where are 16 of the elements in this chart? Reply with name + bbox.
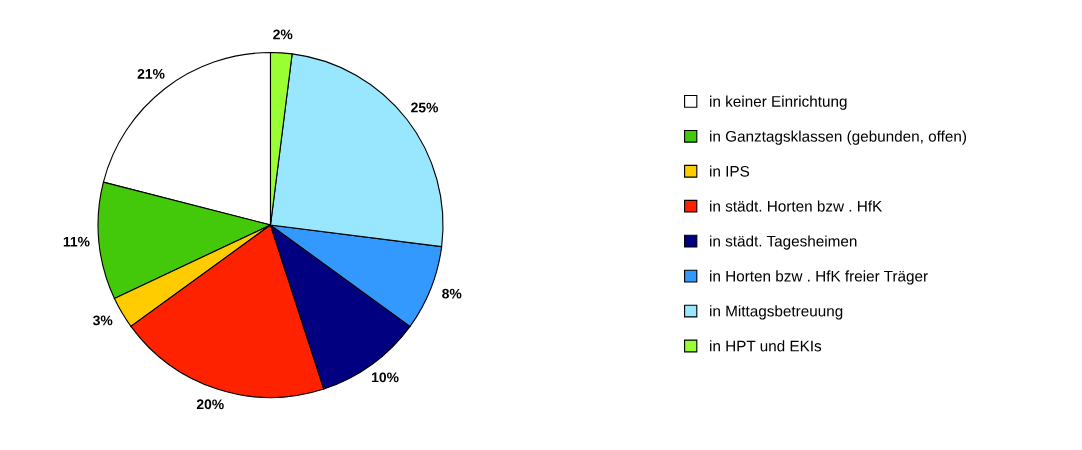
legend-label: in Ganztagsklassen (gebunden, offen) bbox=[710, 130, 967, 145]
data-label: 21% bbox=[137, 68, 165, 79]
data-label: 11% bbox=[63, 236, 90, 247]
data-label: 8% bbox=[442, 288, 462, 299]
data-label: 20% bbox=[196, 399, 224, 410]
data-label: 10% bbox=[372, 372, 399, 383]
legend-label: in IPS bbox=[710, 165, 750, 177]
data-label: 2% bbox=[273, 29, 293, 40]
data-label: 25% bbox=[411, 102, 439, 113]
legend-label: in keiner Einrichtung bbox=[710, 95, 847, 110]
legend-label: in städt. Horten bzw . HfK bbox=[710, 200, 883, 212]
legend-label: in Mittagsbetreuung bbox=[710, 305, 843, 320]
legend-label: in HPT und EKIs bbox=[710, 340, 822, 352]
legend-label: in Horten bzw . HfK freier Träger bbox=[710, 270, 928, 285]
data-label: 3% bbox=[93, 315, 113, 326]
legend-label: in städt. Tagesheimen bbox=[710, 235, 857, 250]
